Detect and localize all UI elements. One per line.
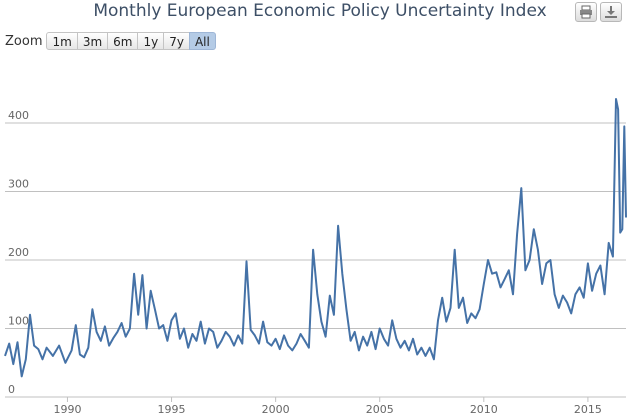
download-icon [605,6,617,18]
download-button[interactable] [600,2,622,22]
y-tick-label: 100 [8,315,29,328]
series-line [4,98,627,378]
y-tick-label: 400 [8,109,29,122]
zoom-7y-button[interactable]: 7y [163,32,190,50]
zoom-label: Zoom [5,33,43,49]
zoom-selector: Zoom 1m 3m 6m 1y 7y All [5,32,216,50]
y-tick-label: 0 [8,383,15,396]
zoom-1m-button[interactable]: 1m [46,32,78,50]
x-tick-label: 2010 [470,403,498,416]
y-tick-label: 200 [8,246,29,259]
x-tick-label: 2000 [262,403,290,416]
printer-icon [580,5,592,19]
zoom-1y-button[interactable]: 1y [137,32,165,50]
x-tick-label: 1995 [158,403,186,416]
print-button[interactable] [575,2,597,22]
x-tick-label: 1990 [53,403,81,416]
x-tick-label: 2015 [574,403,602,416]
x-tick-label: 2005 [366,403,394,416]
zoom-all-button[interactable]: All [188,32,216,50]
y-tick-label: 300 [8,178,29,191]
chart-title: Monthly European Economic Policy Uncerta… [93,1,547,21]
